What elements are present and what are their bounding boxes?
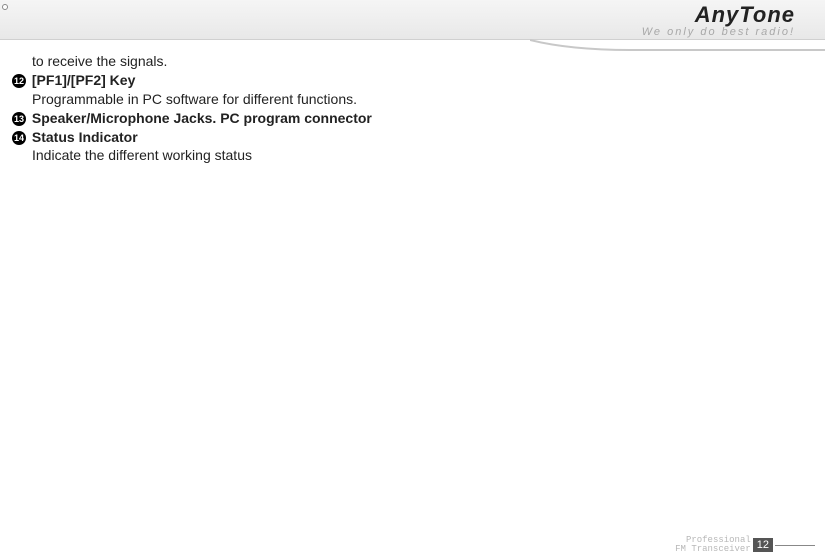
item-13: 13 Speaker/Microphone Jacks. PC program …	[12, 109, 792, 128]
footer-rule	[775, 545, 815, 546]
item-14-title: Status Indicator	[32, 129, 138, 145]
footer: Professional FM Transceiver 12	[675, 536, 815, 554]
item-12-desc: Programmable in PC software for differen…	[12, 90, 792, 109]
header-band: AAnyTonenyTone We only do best radio!	[0, 0, 825, 40]
item-13-title: Speaker/Microphone Jacks. PC program con…	[32, 110, 372, 126]
continuation-line: to receive the signals.	[12, 52, 792, 71]
binder-dot	[2, 4, 8, 10]
bullet-14: 14	[12, 131, 26, 145]
item-12: 12 [PF1]/[PF2] Key	[12, 71, 792, 90]
bullet-12: 12	[12, 74, 26, 88]
content-body: to receive the signals. 12 [PF1]/[PF2] K…	[12, 52, 792, 165]
brand-logo: AAnyTonenyTone	[695, 2, 795, 28]
bullet-13: 13	[12, 112, 26, 126]
header-curve	[530, 32, 825, 52]
footer-text: Professional FM Transceiver	[675, 536, 751, 554]
item-12-title: [PF1]/[PF2] Key	[32, 72, 135, 88]
item-14: 14 Status Indicator	[12, 128, 792, 147]
page-number: 12	[753, 538, 773, 552]
footer-line2: FM Transceiver	[675, 545, 751, 554]
item-14-desc: Indicate the different working status	[12, 146, 792, 165]
